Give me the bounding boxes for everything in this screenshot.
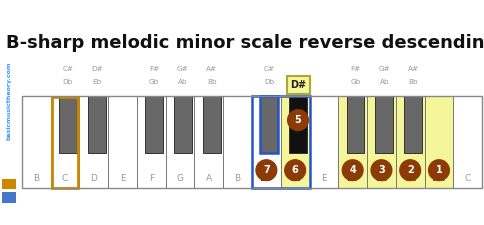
Text: A#: A# — [407, 66, 418, 72]
Text: B: B — [234, 174, 240, 183]
Bar — [166, 96, 194, 188]
Bar — [194, 96, 223, 188]
Text: Ax: Ax — [432, 174, 444, 183]
Bar — [108, 96, 136, 188]
Bar — [2, 192, 16, 202]
Text: F#: F# — [149, 66, 159, 72]
Text: 3: 3 — [378, 165, 384, 175]
Text: G#: G# — [378, 66, 390, 72]
Text: G#: G# — [177, 66, 188, 72]
Circle shape — [370, 160, 391, 180]
Text: Db: Db — [264, 79, 274, 85]
Circle shape — [287, 110, 308, 130]
Text: D: D — [90, 174, 97, 183]
Bar — [223, 96, 252, 188]
Text: F: F — [149, 174, 153, 183]
Text: A: A — [205, 174, 212, 183]
Text: C: C — [62, 174, 68, 183]
Text: Gx: Gx — [403, 174, 416, 183]
Text: Eb: Eb — [92, 79, 101, 85]
Bar — [252, 96, 309, 188]
Text: Ab: Ab — [378, 79, 388, 85]
Bar — [59, 96, 76, 153]
Text: Db: Db — [62, 79, 73, 85]
Bar — [309, 96, 337, 188]
Text: C#: C# — [62, 66, 73, 72]
Bar — [50, 96, 79, 188]
Circle shape — [256, 160, 276, 180]
Text: C#: C# — [263, 66, 274, 72]
Bar — [424, 96, 453, 188]
Bar — [22, 96, 50, 188]
Text: A#: A# — [206, 66, 217, 72]
Bar — [252, 96, 280, 188]
Bar — [453, 96, 481, 188]
Bar — [395, 96, 424, 188]
Text: 4: 4 — [348, 165, 355, 175]
Bar — [202, 96, 220, 153]
Text: E#: E# — [345, 174, 359, 183]
Text: Bb: Bb — [408, 79, 417, 85]
Text: Cx: Cx — [288, 174, 301, 183]
Bar — [52, 97, 78, 188]
Bar — [174, 96, 192, 153]
Text: Fx: Fx — [375, 174, 387, 183]
Text: B: B — [33, 174, 39, 183]
Text: 7: 7 — [262, 165, 269, 175]
Circle shape — [399, 160, 420, 180]
Text: 6: 6 — [291, 165, 298, 175]
Bar — [280, 96, 309, 188]
Circle shape — [428, 160, 448, 180]
Bar — [88, 96, 106, 153]
Bar — [375, 96, 393, 153]
Bar — [337, 96, 366, 188]
Bar — [288, 96, 306, 153]
Text: B-sharp melodic minor scale reverse descending: B-sharp melodic minor scale reverse desc… — [6, 34, 484, 52]
Text: D#: D# — [289, 80, 305, 90]
Bar — [136, 96, 166, 188]
Text: Ab: Ab — [178, 79, 187, 85]
Text: D#: D# — [91, 66, 102, 72]
Text: C: C — [464, 174, 470, 183]
Text: G: G — [176, 174, 183, 183]
Text: Bb: Bb — [207, 79, 216, 85]
Circle shape — [342, 160, 363, 180]
Text: E: E — [320, 174, 326, 183]
Bar — [79, 96, 108, 188]
Text: B#: B# — [258, 174, 273, 183]
Bar — [22, 96, 481, 188]
Bar — [2, 179, 16, 189]
Text: 1: 1 — [435, 165, 441, 175]
Text: Gb: Gb — [149, 79, 159, 85]
Bar — [260, 96, 278, 153]
Bar — [403, 96, 421, 153]
Text: 2: 2 — [406, 165, 413, 175]
Bar — [145, 96, 163, 153]
FancyBboxPatch shape — [286, 76, 309, 94]
Text: basicmusictheory.com: basicmusictheory.com — [6, 62, 12, 140]
Text: F#: F# — [350, 66, 360, 72]
Text: Gb: Gb — [350, 79, 360, 85]
Text: 5: 5 — [294, 115, 301, 125]
Circle shape — [284, 160, 305, 180]
Bar — [346, 96, 363, 153]
Text: E: E — [120, 174, 125, 183]
Bar — [366, 96, 395, 188]
